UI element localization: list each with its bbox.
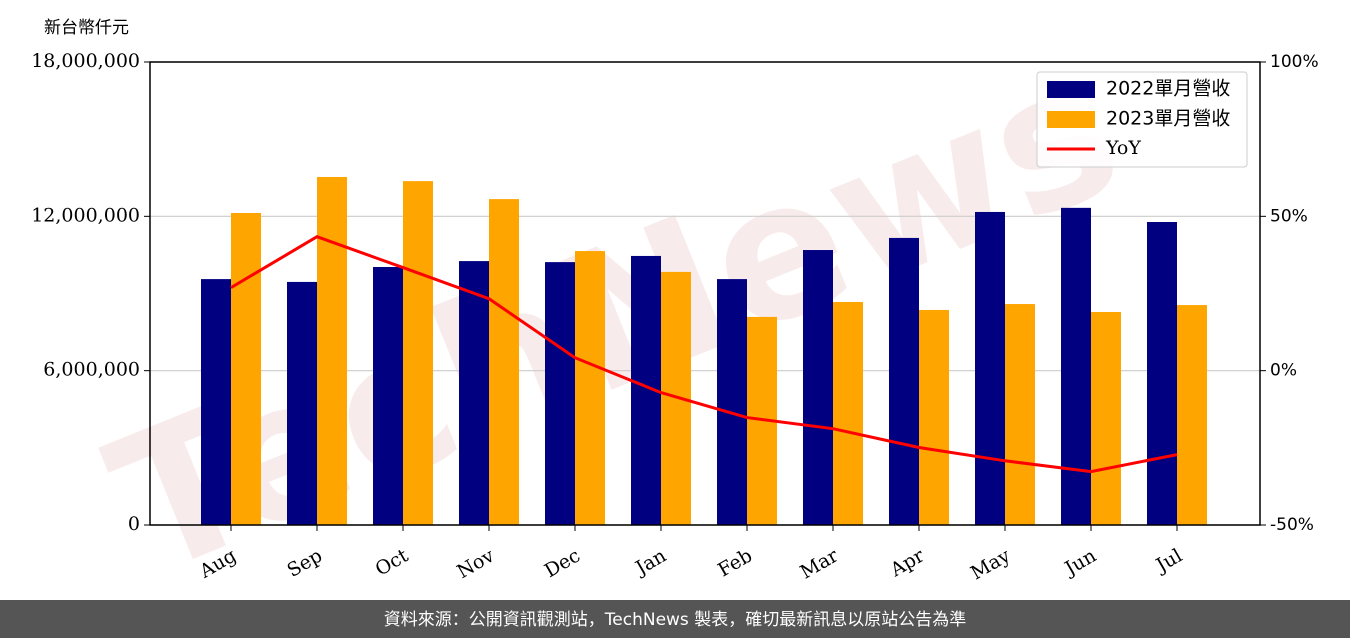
bar [575,251,605,525]
bar [403,181,433,526]
footer [0,600,1350,638]
legend-swatch [1047,81,1095,98]
y-axis-label: 新台幣仟元 [44,18,129,38]
bar [975,211,1005,525]
legend-swatch [1047,111,1095,128]
y-tick-label: 0 [128,513,140,535]
y2-tick-label: 0% [1270,361,1297,381]
bar [287,281,317,525]
y-tick-label: 18,000,000 [31,50,140,72]
source-note: 資料來源：公開資訊觀測站，TechNews 製表，確切最新訊息以原站公告為準 [384,610,966,630]
bar [373,267,403,525]
y2-tick-label: -50% [1270,515,1314,535]
bar [1005,304,1035,525]
bar [545,262,575,525]
bar [1091,312,1121,525]
y2-tick-label: 50% [1270,206,1308,226]
bar [459,261,489,525]
y-tick-label: 6,000,000 [43,359,140,381]
bar [201,279,231,525]
yoy-line [230,235,1178,474]
bar [803,250,833,525]
bar [317,176,347,525]
bar [489,199,519,526]
y2-tick-label: 100% [1270,52,1319,72]
bar [1147,221,1177,525]
bar [919,309,949,525]
y-tick-label: 12,000,000 [31,204,140,226]
bar [717,279,747,525]
legend-label: YoY [1105,137,1141,159]
bar [1061,207,1091,525]
bar [1177,305,1207,525]
bar [833,301,863,525]
bar [231,212,261,525]
plot-frame [149,61,1261,526]
legend-label: 2022單月營收 [1106,78,1230,100]
legend-label: 2023單月營收 [1106,108,1230,130]
bar [889,237,919,525]
